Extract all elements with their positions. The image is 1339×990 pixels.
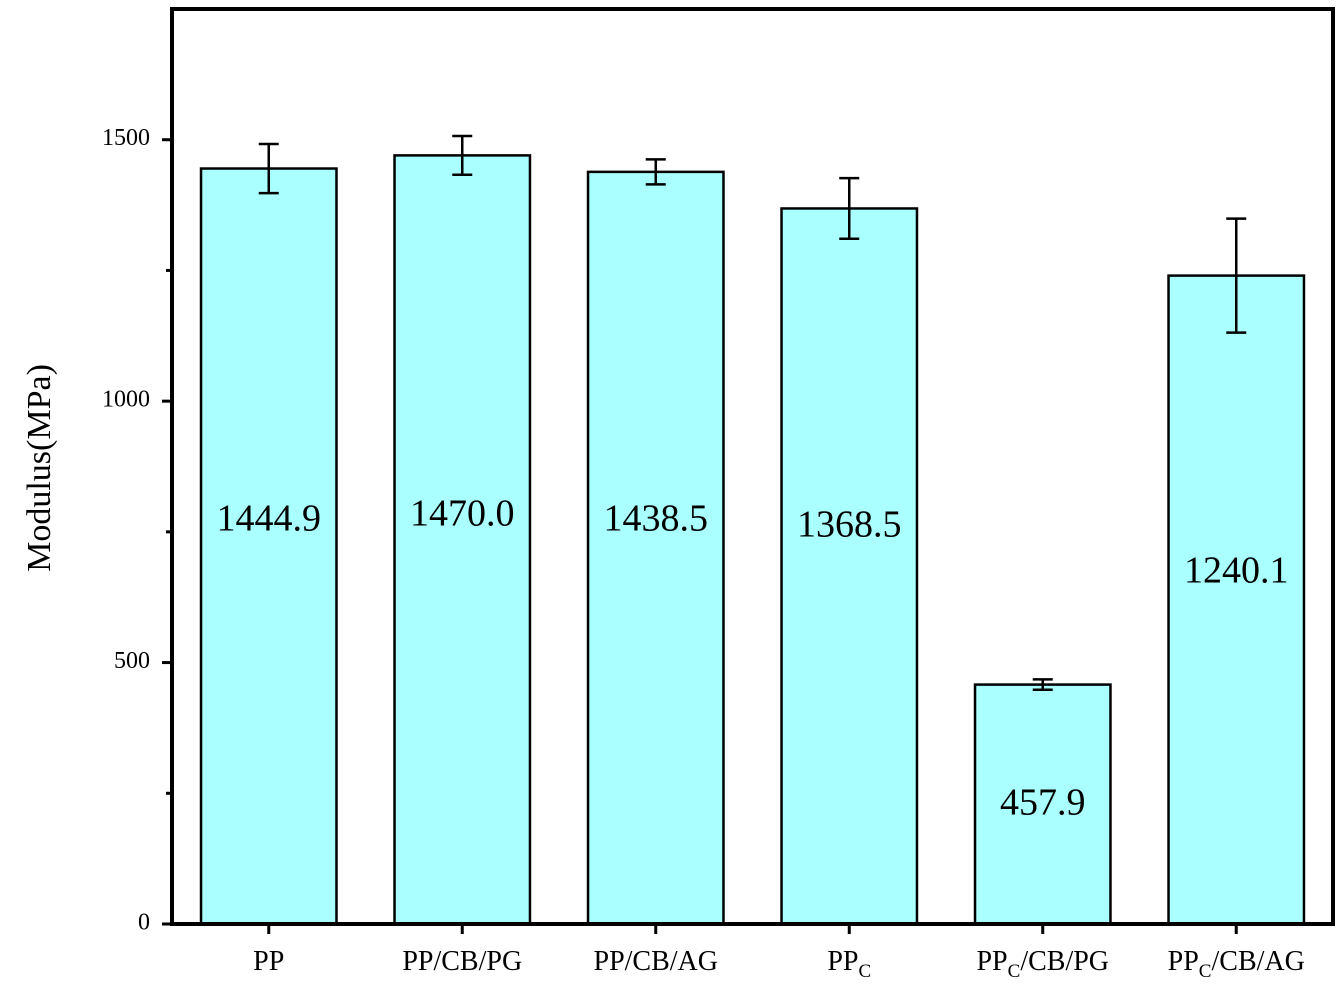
bar <box>586 170 725 926</box>
x-tick-label: PPC/CB/AG <box>1168 946 1305 982</box>
value-label: 1444.9 <box>217 498 322 540</box>
error-bar <box>645 158 666 186</box>
bar <box>1167 274 1306 926</box>
x-tick-label-part: C <box>1008 961 1021 982</box>
bar <box>973 683 1112 926</box>
value-label: 1368.5 <box>797 504 902 546</box>
x-tick-label-part: /CB/PG <box>1020 946 1109 977</box>
value-label: 1438.5 <box>604 498 709 540</box>
y-tick-label: 0 <box>138 910 150 936</box>
x-tick-label-part: PP/CB/AG <box>594 946 719 977</box>
error-bar <box>452 134 473 176</box>
plot-frame <box>170 7 1335 926</box>
bar <box>199 167 338 926</box>
bar <box>393 154 532 926</box>
x-tick-label-part: /CB/AG <box>1211 946 1304 977</box>
x-tick-label: PP/CB/AG <box>594 946 719 977</box>
value-label: 1240.1 <box>1184 550 1289 592</box>
x-tick-label: PPC <box>827 946 871 982</box>
error-bar <box>1226 217 1247 334</box>
x-tick-label-part: C <box>1199 961 1212 982</box>
x-tick-label: PP <box>253 946 284 977</box>
x-tick-label-part: C <box>858 961 871 982</box>
error-bar <box>1032 678 1053 692</box>
y-tick-label: 500 <box>114 648 150 674</box>
error-bar <box>258 142 279 195</box>
bar <box>780 207 919 926</box>
error-bar <box>839 176 860 241</box>
x-tick-label-part: PP <box>827 946 858 977</box>
x-tick-label: PP/CB/PG <box>402 946 522 977</box>
value-label: 1470.0 <box>410 493 515 535</box>
x-tick-label-part: PP <box>253 946 284 977</box>
value-label: 457.9 <box>1000 782 1086 824</box>
x-tick-label-part: PP <box>976 946 1007 977</box>
x-tick-label: PPC/CB/PG <box>976 946 1109 982</box>
y-tick-label: 1500 <box>102 125 150 151</box>
x-tick-label-part: PP/CB/PG <box>402 946 522 977</box>
x-tick-label-part: PP <box>1168 946 1199 977</box>
y-tick-label: 1000 <box>102 387 150 413</box>
y-axis-label: Modulus(MPa) <box>21 364 58 572</box>
